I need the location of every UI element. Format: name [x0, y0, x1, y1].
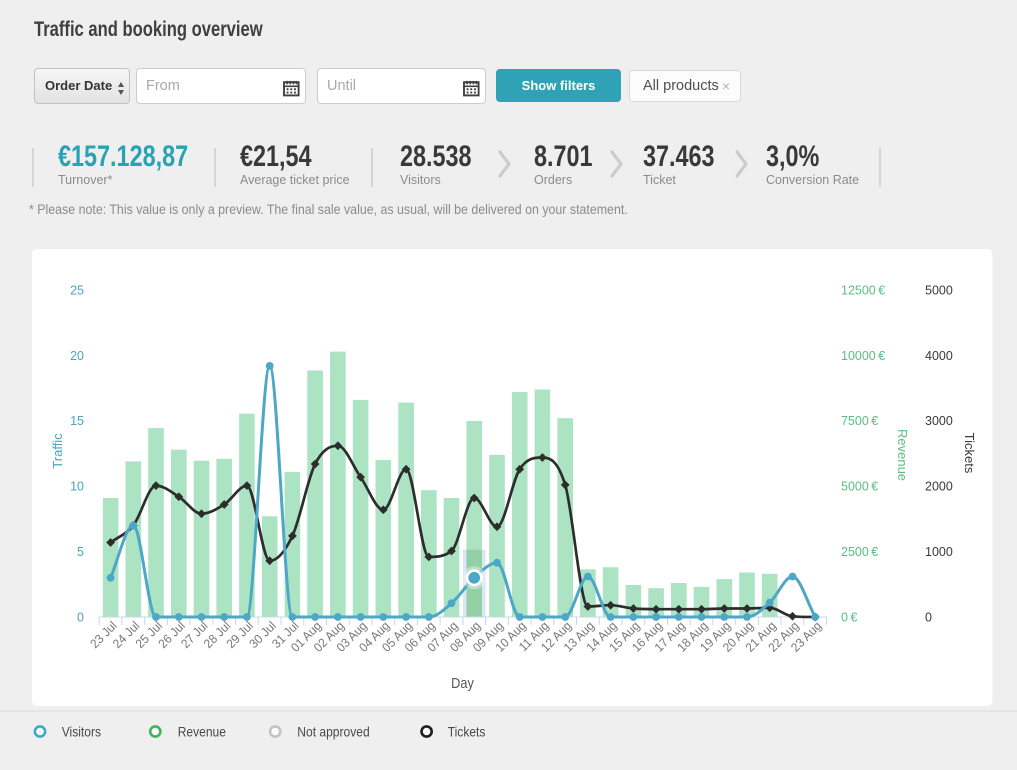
svg-text:10000 €: 10000 €	[841, 349, 885, 363]
svg-text:Traffic: Traffic	[50, 433, 65, 469]
svg-text:Not approved: Not approved	[297, 723, 369, 739]
svg-text:15: 15	[70, 414, 84, 428]
svg-text:Revenue: Revenue	[178, 723, 226, 739]
svg-text:Tickets: Tickets	[448, 723, 486, 739]
svg-text:10: 10	[70, 480, 84, 494]
svg-text:2000: 2000	[925, 480, 953, 494]
svg-text:Tickets: Tickets	[962, 433, 977, 474]
svg-text:0: 0	[925, 610, 932, 624]
svg-text:3000: 3000	[925, 414, 953, 428]
svg-text:Revenue: Revenue	[895, 429, 910, 481]
svg-text:5: 5	[77, 545, 84, 559]
svg-text:12500 €: 12500 €	[841, 283, 885, 297]
svg-text:0 €: 0 €	[841, 610, 857, 624]
svg-text:Visitors: Visitors	[62, 723, 102, 739]
svg-text:2500 €: 2500 €	[841, 545, 878, 559]
svg-text:5000: 5000	[925, 283, 953, 297]
svg-text:7500 €: 7500 €	[841, 414, 878, 428]
svg-text:4000: 4000	[925, 349, 953, 363]
svg-text:0: 0	[77, 610, 84, 624]
svg-text:25: 25	[70, 283, 84, 297]
svg-text:20: 20	[70, 349, 84, 363]
svg-text:5000 €: 5000 €	[841, 480, 878, 494]
svg-text:Day: Day	[451, 675, 474, 691]
svg-text:1000: 1000	[925, 545, 953, 559]
